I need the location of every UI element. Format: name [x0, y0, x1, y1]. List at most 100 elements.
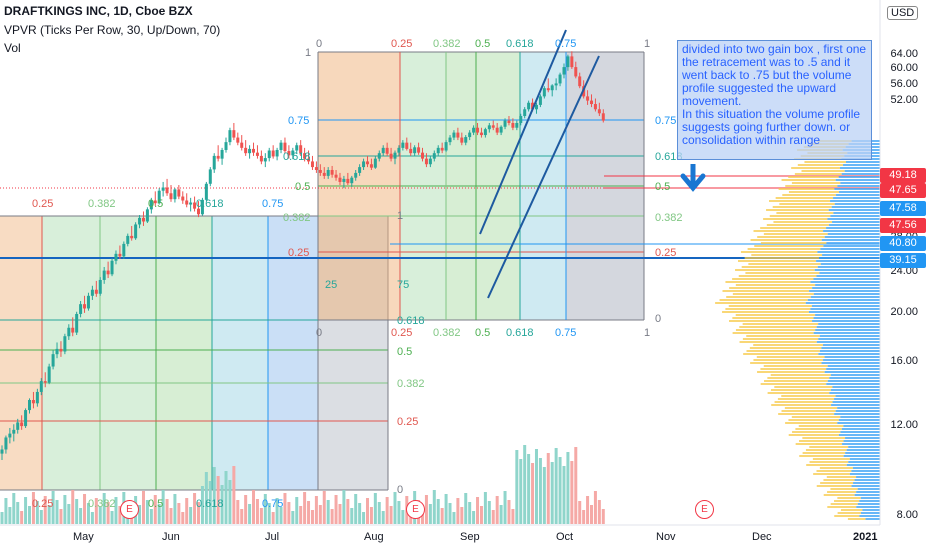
earnings-badge[interactable]: E [120, 500, 139, 519]
volume-profile-bar [824, 371, 880, 373]
volume-bar [83, 494, 87, 524]
volume-profile-bar [781, 179, 836, 181]
volume-bar [291, 511, 295, 524]
volume-bar [456, 498, 460, 524]
candle-body [444, 142, 448, 151]
arrow-down-icon [680, 164, 706, 192]
candle-body [330, 169, 334, 175]
volume-profile-bar [788, 434, 839, 436]
volume-profile-bar [806, 464, 847, 466]
volume-bar [365, 498, 369, 524]
volume-bar [479, 506, 483, 524]
price-badge: 49.18 [880, 168, 926, 183]
earnings-badge[interactable]: E [406, 500, 425, 519]
volume-profile-bar [834, 500, 860, 502]
volume-profile-bar [802, 452, 846, 454]
volume-profile-bar [831, 206, 880, 208]
volume-bar [267, 503, 271, 524]
time-axis-label: Nov [656, 531, 676, 543]
fib-label: 0.25 [391, 38, 413, 50]
volume-profile-bar [832, 401, 880, 403]
candle-body [291, 150, 295, 156]
volume-bar [232, 466, 236, 524]
candle-body [307, 158, 311, 162]
candle-body [440, 147, 444, 151]
candle-body [326, 169, 330, 176]
candle-body [220, 149, 224, 159]
volume-profile-bar [841, 173, 880, 175]
candle-body [389, 153, 393, 159]
candle-body [483, 129, 487, 136]
volume-profile-bar [753, 230, 824, 232]
volume-bar [200, 486, 204, 524]
candle-body [381, 147, 385, 154]
volume-bar [550, 462, 554, 524]
currency-label[interactable]: USD [887, 6, 919, 20]
candle-body [185, 200, 189, 205]
volume-bar [0, 512, 4, 524]
volume-bar [106, 502, 110, 524]
volume-profile-bar [819, 272, 880, 274]
volume-bar [322, 491, 326, 524]
fib-retracement-left[interactable] [0, 215, 389, 491]
volume-bar [507, 500, 511, 524]
volume-bar [362, 512, 366, 524]
volume-profile-bar [814, 269, 880, 271]
annotation-note[interactable]: divided into two gain box , first one th… [677, 40, 872, 160]
candle-body [413, 147, 417, 154]
volume-bar [24, 497, 28, 524]
volume-bar [464, 493, 468, 524]
volume-profile-bar [833, 212, 880, 214]
fib-label: 0.382 [397, 378, 425, 390]
indicator-label[interactable]: VPVR (Ticks Per Row, 30, Up/Down, 70) [4, 23, 221, 37]
candle-body [43, 381, 47, 383]
volume-label[interactable]: Vol [4, 41, 21, 55]
volume-profile-bar [830, 200, 880, 202]
volume-profile-bar [843, 455, 880, 457]
volume-bar [98, 507, 102, 524]
candle-body [31, 399, 35, 404]
volume-bar [28, 506, 32, 524]
candle-body [295, 145, 299, 151]
candle-body [452, 132, 456, 138]
volume-profile-bar [829, 392, 880, 394]
volume-profile-bar [821, 362, 880, 364]
volume-profile-bar [865, 518, 880, 520]
candle-body [63, 336, 67, 352]
volume-profile-bar [839, 191, 880, 193]
fib-retracement-right[interactable] [317, 51, 645, 321]
volume-profile-bar [822, 254, 880, 256]
candle-body [244, 147, 248, 154]
candle-body [126, 235, 130, 244]
volume-profile-bar [748, 263, 821, 265]
earnings-badge[interactable]: E [695, 500, 714, 519]
volume-bar [593, 491, 597, 524]
volume-profile-bar [818, 338, 880, 340]
volume-profile-bar [792, 431, 841, 433]
volume-bar [440, 508, 444, 524]
volume-profile-bar [816, 260, 880, 262]
volume-bar [421, 509, 425, 524]
volume-profile-bar [860, 497, 880, 499]
volume-profile-bar [854, 479, 880, 481]
volume-profile-bar [856, 506, 880, 508]
volume-profile-bar [835, 179, 880, 181]
volume-bar [236, 500, 240, 524]
volume-bar [523, 445, 527, 524]
volume-profile-bar [770, 374, 831, 376]
volume-bar [220, 485, 224, 524]
volume-profile-bar [838, 434, 880, 436]
trend-channel[interactable] [479, 29, 600, 299]
volume-profile-bar [797, 164, 844, 166]
candle-body [248, 148, 252, 154]
candle-body [240, 142, 244, 148]
chart-title: DRAFTKINGS INC, 1D, Cboe BZX [4, 4, 193, 18]
volume-profile-bar [732, 293, 814, 295]
candle-body [578, 76, 582, 87]
volume-bar [287, 502, 291, 524]
volume-profile-bar [756, 356, 825, 358]
volume-profile-bar [827, 380, 880, 382]
candle-body [393, 152, 397, 159]
fib-label: 0.5 [475, 327, 491, 339]
